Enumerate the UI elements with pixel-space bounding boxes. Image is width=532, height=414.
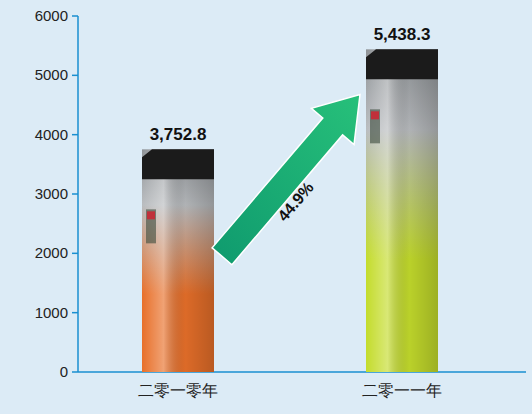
- growth-annotation: 44.9%: [274, 179, 316, 225]
- data-label: 3,752.8: [150, 125, 207, 144]
- y-tick: [72, 134, 78, 136]
- y-tick-label: 0: [60, 363, 68, 380]
- battery-label: [146, 209, 156, 243]
- y-tick: [72, 371, 78, 373]
- y-tick: [72, 312, 78, 314]
- battery-cap: [366, 49, 438, 79]
- background: [0, 0, 532, 414]
- y-tick-label: 6000: [35, 7, 68, 24]
- y-tick-label: 1000: [35, 304, 68, 321]
- x-tick-label: 二零一零年: [138, 382, 218, 399]
- bar-shine: [142, 149, 214, 372]
- y-tick-label: 3000: [35, 185, 68, 202]
- battery-cap: [142, 149, 214, 179]
- battery-logo: [371, 111, 379, 119]
- x-tick-label: 二零一一年: [362, 382, 442, 399]
- chart: 0 1000 2000 3000 4000 5000 6000 3,752.8 5,438.3 二…: [0, 0, 532, 414]
- y-tick: [72, 15, 78, 17]
- bar: [142, 149, 214, 372]
- growth-arrow: [212, 95, 360, 265]
- battery-logo: [147, 211, 155, 219]
- battery-label: [370, 109, 380, 143]
- bar-shine: [366, 49, 438, 372]
- y-tick: [72, 193, 78, 195]
- y-tick: [72, 253, 78, 255]
- bar: [366, 49, 438, 372]
- y-tick-label: 2000: [35, 244, 68, 261]
- data-label: 5,438.3: [374, 25, 431, 44]
- y-tick: [72, 75, 78, 77]
- y-tick-label: 4000: [35, 126, 68, 143]
- y-tick-label: 5000: [35, 66, 68, 83]
